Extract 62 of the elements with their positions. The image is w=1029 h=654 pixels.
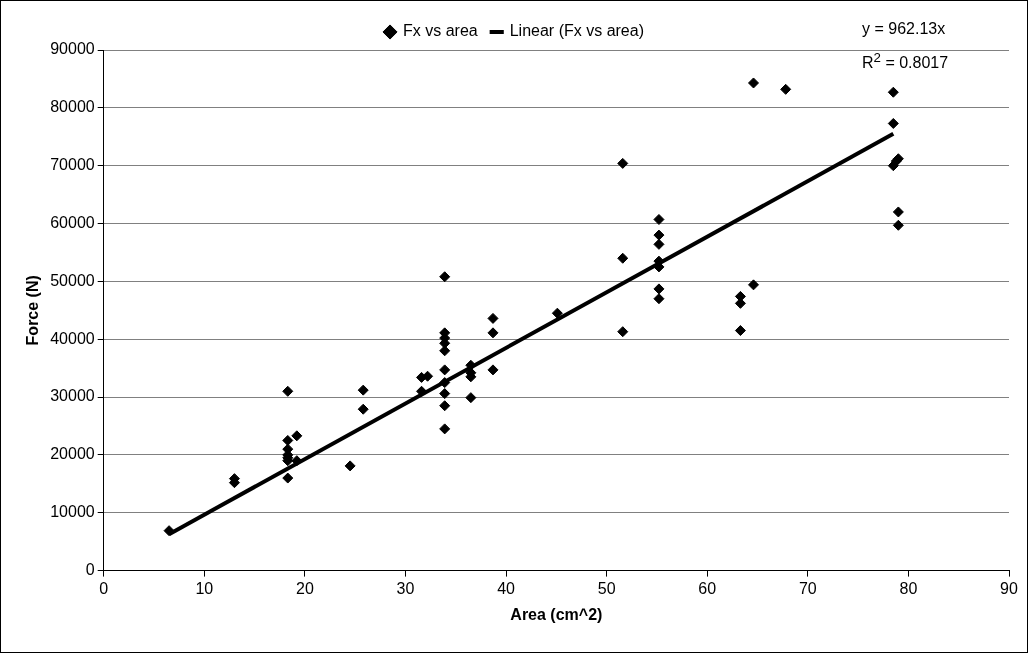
point [439,345,451,357]
x-tick-label: 10 [195,579,214,597]
y-tick-label: 40000 [50,329,95,347]
y-tick-label: 50000 [50,271,95,289]
point [617,157,629,169]
point [344,460,356,472]
point [653,238,665,250]
point [291,430,303,442]
x-tick-label: 20 [295,579,314,597]
legend-label: Linear (Fx vs area) [509,22,644,40]
x-tick-label: 0 [99,579,109,597]
point [282,434,294,446]
point [551,307,563,319]
y-tick-label: 90000 [50,40,95,58]
point [439,400,451,412]
point [163,525,175,537]
point [887,86,899,98]
x-tick-label: 40 [497,579,516,597]
point [487,312,499,324]
point [653,293,665,305]
y-axis-title: Force (N) [24,275,42,346]
y-tick-label: 0 [85,561,95,579]
point [439,271,451,283]
legend-label: Fx vs area [403,22,478,40]
point [892,219,904,231]
point [439,423,451,435]
point [887,117,899,129]
point [357,384,369,396]
point [734,325,746,337]
point [357,403,369,415]
point [487,327,499,339]
y-tick-label: 80000 [50,98,95,116]
point [617,326,629,338]
point [653,229,665,241]
point [748,77,759,89]
y-tick-label: 20000 [50,445,95,463]
y-tick-label: 60000 [50,213,95,231]
point [439,364,451,376]
point [617,252,629,264]
y-tick-label: 70000 [50,156,95,174]
x-tick-label: 60 [698,579,717,597]
point [282,385,294,397]
point [892,206,904,218]
x-tick-label: 90 [1000,579,1018,597]
x-axis-title: Area (cm^2) [510,605,603,623]
text: y = 962.13x [862,20,946,38]
y-tick-label: 30000 [50,387,95,405]
point [653,283,665,295]
x-tick-label: 70 [798,579,817,597]
point [780,83,792,95]
x-tick-label: 50 [597,579,616,597]
annotation: R$^{2}$ = 0.8017 [862,50,949,73]
point [487,364,499,376]
x-tick-label: 80 [899,579,918,597]
point [282,472,294,484]
point [748,279,759,291]
y-tick-label: 10000 [50,503,95,521]
point [439,377,451,389]
point [465,392,477,404]
point [439,388,451,400]
point [653,213,665,225]
x-tick-label: 30 [396,579,415,597]
